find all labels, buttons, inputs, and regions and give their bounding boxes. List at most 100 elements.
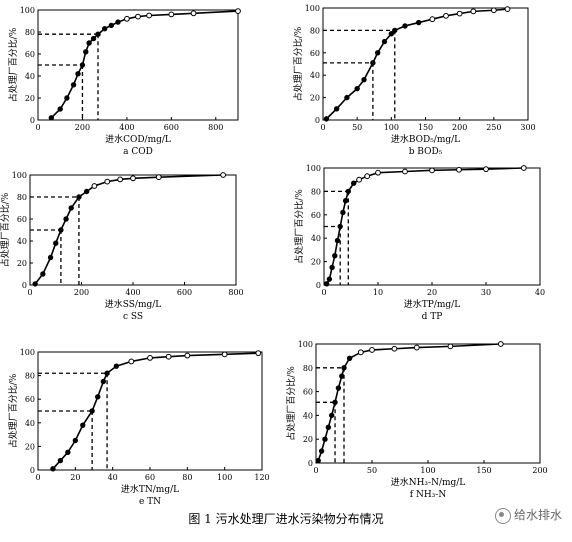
x-tick-label: 10 (373, 288, 383, 297)
x-axis-label: 进水TP/mg/L (404, 298, 460, 310)
x-tick-label: 400 (119, 123, 134, 132)
y-axis-label: 占处理厂百分比/% (293, 189, 305, 264)
y-tick-label: 100 (298, 340, 313, 349)
data-point (95, 31, 101, 37)
y-tick-label: 0 (30, 116, 35, 125)
data-point (135, 13, 141, 20)
x-tick-label: 100 (384, 123, 399, 132)
data-point (332, 399, 338, 406)
data-point (58, 227, 64, 233)
y-tick-label: 60 (25, 50, 35, 59)
data-point (328, 412, 335, 419)
plot-frame (37, 351, 263, 471)
data-point (429, 167, 435, 174)
x-tick-label: 60 (145, 473, 155, 482)
x-tick-label: 20 (70, 473, 80, 482)
y-tick-label: 40 (303, 411, 313, 420)
chart-d: 0 10 20 30 40 0 20 40 60 80 100 进水TP/mg/L d TP 占处理厂百分… (293, 164, 545, 322)
y-tick-label: 0 (22, 281, 27, 290)
series-line (50, 10, 239, 119)
y-tick-label: 20 (310, 94, 320, 103)
x-tick-label: 200 (452, 123, 467, 132)
y-tick-label: 40 (310, 71, 320, 80)
x-tick-label: 0 (35, 473, 40, 482)
data-point (415, 19, 422, 26)
data-point (322, 436, 328, 442)
data-point (117, 176, 124, 183)
data-point (413, 344, 420, 351)
x-tick-label: 150 (476, 466, 491, 475)
x-tick-label: 0 (320, 123, 325, 132)
data-point (83, 188, 90, 195)
data-point (456, 10, 463, 17)
data-point (497, 341, 504, 347)
data-point (95, 394, 101, 400)
y-tick-label: 40 (25, 419, 35, 428)
chart-a: 0 200 400 600 800 0 20 40 60 80 100 进水COD/mg/L a COD… (7, 6, 241, 157)
x-tick-label: 100 (420, 466, 435, 475)
data-point (323, 116, 330, 122)
series-line (317, 343, 501, 461)
x-tick-label: 50 (367, 466, 377, 475)
data-point (318, 448, 325, 454)
y-tick-label: 20 (25, 94, 35, 103)
plot-frame (322, 7, 529, 121)
data-point (388, 31, 395, 37)
x-tick-label: 40 (535, 288, 545, 297)
x-tick-label: 150 (418, 123, 433, 132)
data-point (100, 378, 107, 385)
data-point (339, 373, 345, 379)
plot-frame (323, 167, 541, 286)
chart-subtitle: e TN (139, 497, 161, 507)
x-tick-label: 200 (74, 288, 89, 297)
y-tick-label: 80 (17, 193, 27, 202)
x-tick-label: 50 (352, 123, 362, 132)
x-tick-label: 120 (254, 473, 269, 482)
data-point (483, 166, 489, 173)
data-point (53, 240, 59, 246)
data-point (155, 174, 162, 181)
data-point (184, 352, 191, 359)
x-tick-label: 100 (217, 473, 232, 482)
x-tick-label: 250 (486, 123, 501, 132)
y-axis-label: 占处理厂百分比/% (7, 27, 19, 102)
y-tick-label: 100 (305, 4, 320, 13)
y-axis-label: 占处理厂百分比/% (7, 373, 19, 448)
data-point (520, 165, 527, 171)
data-point (113, 363, 120, 369)
data-point (364, 173, 371, 180)
x-tick-label: 300 (520, 123, 535, 132)
y-tick-label: 40 (25, 72, 35, 81)
x-tick-label: 0 (35, 123, 40, 132)
y-tick-label: 20 (25, 442, 35, 451)
x-tick-label: 800 (208, 123, 223, 132)
data-point (128, 358, 135, 365)
data-point (370, 60, 376, 66)
data-point (369, 347, 375, 353)
data-point (165, 353, 172, 360)
data-point (40, 271, 46, 277)
data-point (130, 175, 136, 182)
data-point (345, 188, 351, 195)
data-point (89, 408, 95, 414)
x-tick-label: 600 (164, 123, 179, 132)
watermark: 给水排水 (494, 506, 562, 524)
x-tick-label: 30 (481, 288, 491, 297)
data-point (146, 12, 153, 19)
data-point (361, 76, 367, 83)
y-tick-label: 20 (17, 259, 27, 268)
plot-frame (315, 343, 541, 464)
y-tick-label: 80 (311, 187, 321, 196)
data-point (108, 22, 115, 29)
chart-subtitle: d TP (422, 312, 443, 322)
x-tick-label: 400 (125, 288, 140, 297)
data-point (64, 95, 70, 101)
x-tick-label: 200 (532, 466, 547, 475)
data-point (104, 178, 111, 185)
data-point (65, 449, 71, 455)
data-point (221, 351, 228, 358)
data-point (32, 281, 38, 287)
x-tick-label: 600 (177, 288, 192, 297)
x-axis-label: 进水COD/mg/L (105, 133, 171, 145)
data-point (402, 23, 408, 29)
